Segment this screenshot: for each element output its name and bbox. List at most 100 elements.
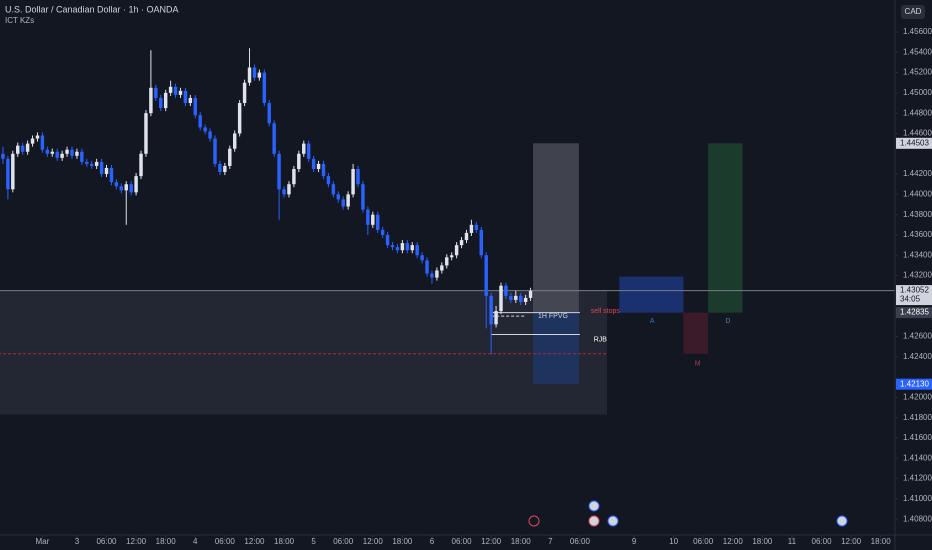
zone xyxy=(619,276,684,313)
candle-body xyxy=(154,87,158,98)
candle-body xyxy=(361,184,365,210)
candle-body xyxy=(208,131,212,139)
x-tick-label: 10 xyxy=(669,537,678,546)
candle-body xyxy=(514,295,518,300)
x-tick-label: 12:00 xyxy=(363,537,384,546)
candle-body xyxy=(336,194,341,200)
candle-body xyxy=(173,86,178,95)
price-badge-label: 1.42835 xyxy=(900,308,929,317)
annotation: M xyxy=(695,361,701,368)
candle-body xyxy=(124,184,128,191)
candle-body xyxy=(302,143,306,154)
y-tick-label: 1.41400 xyxy=(903,453,932,462)
candle-body xyxy=(420,255,424,261)
candle-body xyxy=(375,214,380,230)
candle-body xyxy=(331,184,336,195)
candle-body xyxy=(523,297,528,302)
x-tick-label: 11 xyxy=(788,537,797,546)
candle-body xyxy=(247,67,252,83)
x-tick-label: 12:00 xyxy=(841,537,862,546)
x-tick-label: 5 xyxy=(311,537,316,546)
candle-body xyxy=(80,151,84,162)
x-tick-label: 12:00 xyxy=(244,537,265,546)
candle-body xyxy=(149,87,153,114)
candle-body xyxy=(6,158,10,190)
candle-body xyxy=(129,184,133,193)
candle-body xyxy=(242,82,247,104)
candle-body xyxy=(11,153,15,190)
y-tick-label: 1.44600 xyxy=(903,129,932,138)
event-icon[interactable] xyxy=(607,515,619,527)
zone xyxy=(0,290,608,415)
currency-badge[interactable] xyxy=(901,5,925,19)
y-tick-label: 1.42400 xyxy=(903,352,932,361)
candle-body xyxy=(85,161,89,164)
countdown: 34:05 xyxy=(900,295,921,304)
candle-body xyxy=(474,224,479,230)
y-tick-label: 1.43600 xyxy=(903,230,932,239)
candle-body xyxy=(425,260,429,274)
candle-body xyxy=(528,290,533,298)
y-tick-label: 1.45200 xyxy=(903,68,932,77)
candle-body xyxy=(297,153,301,169)
candle-body xyxy=(25,143,30,152)
x-tick-label: 18:00 xyxy=(511,537,532,546)
candle-body xyxy=(346,194,350,207)
x-tick-label: 06:00 xyxy=(215,537,236,546)
candle-body xyxy=(144,113,148,154)
candle-body xyxy=(257,72,262,78)
candle-body xyxy=(104,167,109,175)
candle-body xyxy=(55,151,59,158)
x-tick-label: 7 xyxy=(548,537,553,546)
candle-body xyxy=(99,161,104,175)
candle-body xyxy=(267,103,271,124)
x-tick-label: 18:00 xyxy=(156,537,177,546)
candle-body xyxy=(371,214,375,225)
price-badge xyxy=(896,378,932,390)
candle-body xyxy=(94,161,99,166)
candle-body xyxy=(193,97,197,116)
candle-body xyxy=(326,176,331,185)
price-badge xyxy=(896,307,932,319)
candle-body xyxy=(65,149,69,154)
candle-body xyxy=(89,163,94,166)
x-tick-label: 18:00 xyxy=(274,537,295,546)
y-tick-label: 1.41000 xyxy=(903,494,932,503)
candle-body xyxy=(445,257,449,266)
candle-body xyxy=(35,135,40,139)
event-icon[interactable] xyxy=(588,515,600,527)
candle-body xyxy=(351,168,355,195)
candle-body xyxy=(479,229,484,256)
candle-body xyxy=(159,97,163,109)
candle-body xyxy=(440,265,444,271)
event-icon[interactable] xyxy=(836,515,848,527)
zone xyxy=(533,143,579,313)
chart-title: U.S. Dollar / Canadian Dollar · 1h · OAN… xyxy=(5,4,179,14)
currency[interactable]: CAD xyxy=(905,7,922,16)
candle-body xyxy=(163,92,168,109)
x-tick-label: 12:00 xyxy=(723,537,744,546)
x-tick-label: 9 xyxy=(632,537,637,546)
event-icon[interactable] xyxy=(528,515,540,527)
candle-body xyxy=(232,133,237,149)
candle-body xyxy=(519,295,523,302)
event-icon[interactable] xyxy=(588,500,600,512)
x-tick-label: 3 xyxy=(75,537,80,546)
candle-body xyxy=(504,285,508,296)
price-badge-label: 1.43052 xyxy=(900,286,929,295)
candle-body xyxy=(435,270,439,278)
candle-body xyxy=(70,149,74,156)
candle-body xyxy=(292,168,296,185)
candle-body xyxy=(30,138,35,144)
candle-body xyxy=(341,199,345,207)
y-tick-label: 1.44000 xyxy=(903,189,932,198)
candle-body xyxy=(390,245,395,248)
candle-body xyxy=(430,273,434,278)
x-tick-label: 12:00 xyxy=(481,537,502,546)
candle-body xyxy=(75,151,79,156)
annotation: D xyxy=(725,318,730,325)
y-tick-label: 1.42000 xyxy=(903,392,932,401)
candle-body xyxy=(380,229,385,235)
plot-area: 1H FPVG sell stops RJB A M D xyxy=(0,48,895,415)
